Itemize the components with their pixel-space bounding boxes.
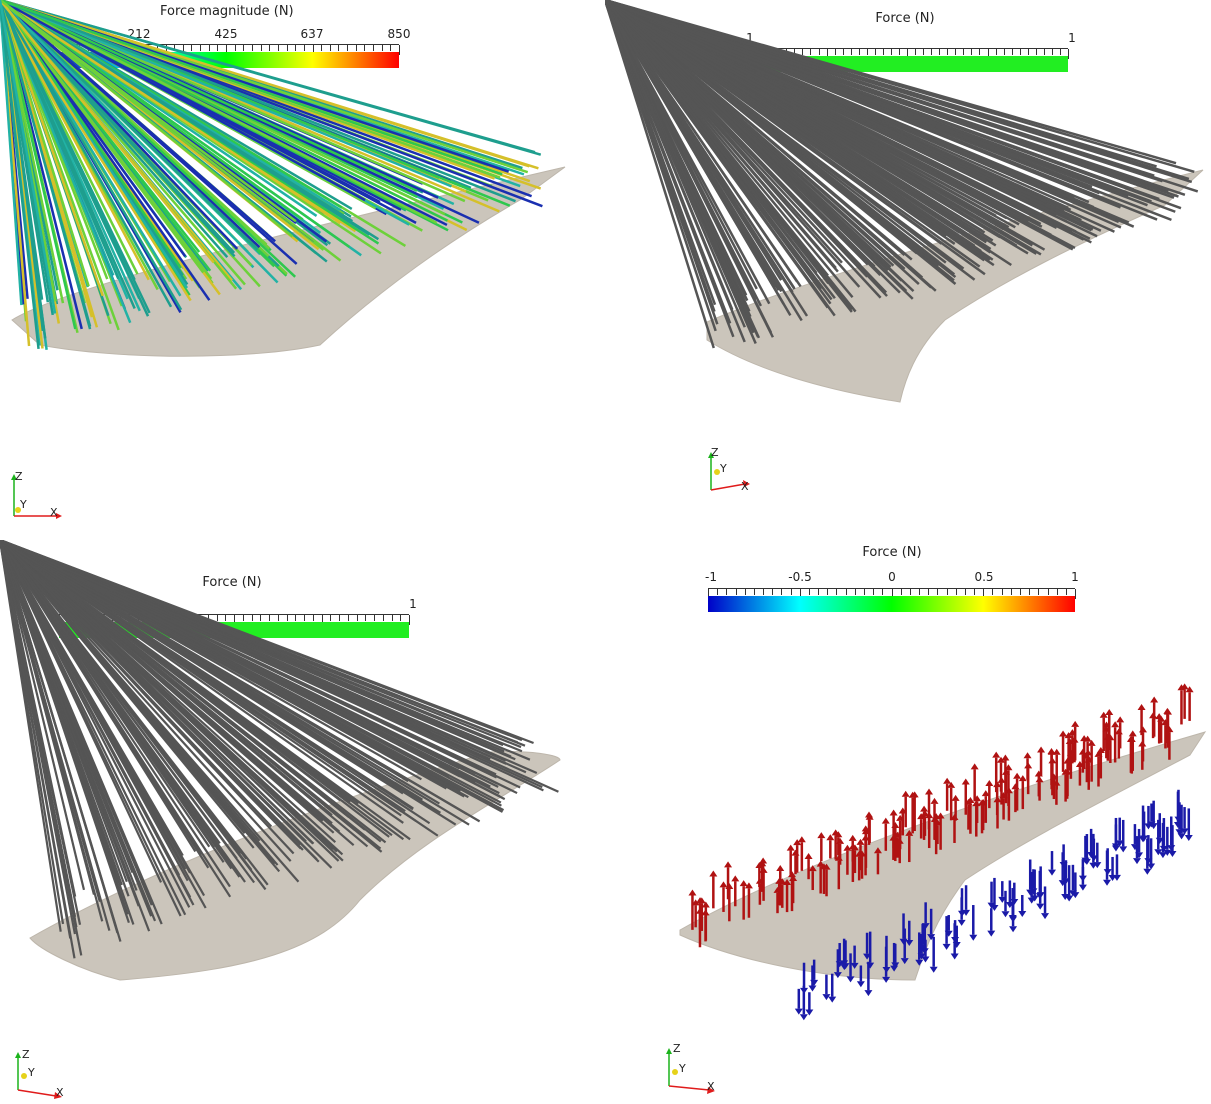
colorbar-tick-label: 1 — [746, 31, 754, 45]
axis-y-label: Y — [720, 462, 727, 475]
axis-y-label: Y — [20, 498, 27, 511]
viewport-force-magnitude[interactable]: Force magnitude (N) 0.604 212 425 637 85… — [0, 0, 605, 540]
colorbar-title: Force (N) — [202, 575, 262, 590]
colorbar-tick-label: 1 — [1071, 570, 1079, 584]
colorbar-tick-label: 1 — [409, 597, 417, 611]
colorbar-tick-label: 850 — [387, 27, 411, 41]
colorbar-tick-label: 637 — [300, 27, 324, 41]
force-arrows — [0, 0, 543, 351]
axis-y-label: Y — [679, 1062, 686, 1075]
viewport-force-signed[interactable]: Force (N) -1 -0.5 0 0.5 1 Z Y X — [605, 540, 1211, 1104]
axis-x-label: X — [707, 1080, 715, 1093]
colorbar-title: Force magnitude (N) — [160, 4, 294, 19]
colorbar-title: Force (N) — [875, 11, 935, 26]
axis-z-label: Z — [22, 1048, 30, 1061]
orientation-axes: Z Y X — [705, 444, 765, 504]
colorbar-tick-label: 1 — [1068, 31, 1076, 45]
colorbar-tick-label: -0.5 — [788, 570, 812, 584]
wing-surface-scene — [0, 0, 566, 357]
colorbar-ticks — [708, 588, 1076, 599]
force-arrows — [605, 0, 1199, 349]
viewport-force-uniform-up[interactable]: Force (N) 1 1 Z Y X — [605, 0, 1211, 540]
wing-surface-scene — [0, 540, 561, 981]
wing-surface-scene — [605, 0, 1204, 403]
viewport-force-uniform-x[interactable]: Force (N) 1 1 Z Y X — [0, 540, 605, 1104]
axis-z-label: Z — [15, 470, 23, 483]
colorbar-tick-label: 425 — [214, 27, 238, 41]
colorbar-gradient — [708, 596, 1075, 612]
colorbar-title: Force (N) — [862, 545, 922, 560]
colorbar-tick-label: 0.5 — [974, 570, 994, 584]
axis-z-label: Z — [673, 1042, 681, 1055]
orientation-axes: Z Y X — [8, 470, 68, 530]
orientation-axes: Z Y X — [12, 1044, 72, 1104]
wing-surface-scene — [679, 683, 1207, 1021]
axis-x-label: X — [741, 480, 749, 493]
axis-z-label: Z — [711, 446, 719, 459]
axis-x-label: X — [50, 506, 58, 519]
wing-surface — [679, 731, 1207, 981]
axis-x-label: X — [56, 1086, 64, 1099]
force-arrows — [688, 683, 1194, 1021]
orientation-axes: Z Y X — [663, 1040, 723, 1100]
force-arrows — [0, 540, 559, 959]
wing-surface — [29, 751, 561, 981]
colorbar-tick-label: 0 — [888, 570, 896, 584]
axis-y-label: Y — [28, 1066, 35, 1079]
colorbar-tick-label: -1 — [705, 570, 717, 584]
